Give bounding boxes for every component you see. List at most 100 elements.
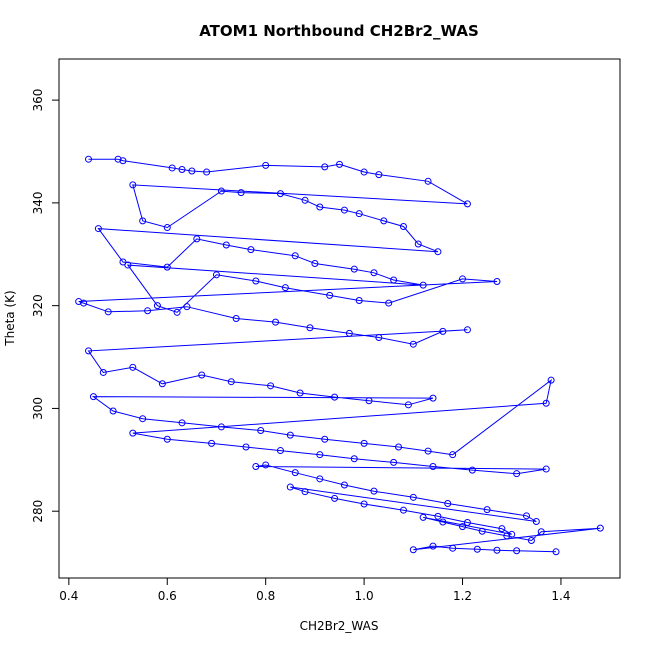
data-point <box>94 225 102 233</box>
data-point <box>316 451 324 459</box>
data-point <box>429 394 437 402</box>
data-point <box>493 546 501 554</box>
data-point <box>316 203 324 211</box>
data-point <box>523 512 530 520</box>
data-point <box>459 275 467 283</box>
data-point <box>336 160 343 168</box>
data-point <box>399 223 407 231</box>
data-point <box>513 547 521 555</box>
data-point <box>340 481 348 489</box>
data-point <box>301 196 309 204</box>
data-point <box>276 190 284 198</box>
data-point <box>114 155 122 163</box>
data-point <box>75 298 83 306</box>
data-point <box>276 447 284 455</box>
data-point <box>272 318 280 326</box>
data-point <box>463 326 471 334</box>
data-point <box>242 443 250 451</box>
data-point <box>365 397 373 405</box>
data-point <box>513 470 521 478</box>
data-point <box>178 419 186 427</box>
data-point <box>262 461 270 469</box>
data-point <box>542 399 550 407</box>
data-point <box>404 401 412 409</box>
data-point <box>217 187 225 195</box>
data-point <box>163 224 171 232</box>
data-point <box>483 506 491 514</box>
data-point <box>350 265 358 273</box>
data-point <box>503 532 511 540</box>
data-point <box>188 167 196 175</box>
data-point <box>109 407 117 415</box>
data-point <box>89 393 97 401</box>
data-point <box>385 299 393 307</box>
data-point <box>375 171 383 179</box>
data-point <box>208 439 216 447</box>
chart-title: ATOM1 Northbound CH2Br2_WAS <box>199 22 479 40</box>
x-axis: 0.4 0.6 0.8 1.0 1.2 1.4 <box>59 577 570 603</box>
data-point <box>419 281 427 289</box>
data-point <box>80 299 88 307</box>
data-point <box>222 241 230 249</box>
data-point <box>444 499 452 507</box>
data-point <box>409 546 417 554</box>
data-point <box>463 200 471 208</box>
data-point <box>434 248 442 256</box>
y-axis-label: Theta (K) <box>3 290 17 346</box>
data-point <box>508 530 516 538</box>
data-point <box>390 458 398 466</box>
y-tick-label: 320 <box>31 294 45 317</box>
data-point <box>463 519 471 527</box>
data-point <box>124 261 132 269</box>
data-point <box>252 277 260 285</box>
data-point <box>473 545 481 553</box>
data-point <box>449 451 457 459</box>
data-point <box>331 393 339 401</box>
data-point <box>478 527 486 535</box>
data-point <box>395 443 403 451</box>
data-point <box>355 210 363 218</box>
data-point <box>409 340 417 348</box>
x-tick-label: 0.6 <box>158 589 177 603</box>
data-point <box>424 447 432 455</box>
data-point <box>399 506 407 514</box>
data-point <box>527 536 535 544</box>
data-point <box>596 524 604 532</box>
data-point <box>429 542 437 550</box>
data-point <box>85 155 93 163</box>
data-point <box>419 513 427 521</box>
data-point <box>409 493 417 501</box>
data-point <box>129 181 137 189</box>
y-axis: 280 300 320 340 360 <box>31 89 60 523</box>
data-point <box>316 475 324 483</box>
data-point <box>139 415 147 423</box>
data-point <box>331 494 339 502</box>
data-point <box>345 329 353 337</box>
x-tick-label: 1.2 <box>453 589 472 603</box>
data-point <box>360 439 368 447</box>
data-point <box>158 380 166 388</box>
data-point <box>119 258 127 266</box>
data-point <box>360 168 368 176</box>
data-point <box>296 389 304 397</box>
data-point <box>252 462 260 470</box>
data-point <box>129 429 137 437</box>
data-point <box>193 235 201 243</box>
data-point <box>414 240 422 248</box>
data-series <box>75 155 604 556</box>
data-point <box>434 512 442 520</box>
x-tick-label: 1.4 <box>551 589 570 603</box>
data-point <box>360 500 368 508</box>
y-tick-label: 300 <box>31 397 45 420</box>
y-tick-label: 340 <box>31 191 45 214</box>
data-point <box>153 302 161 310</box>
data-point <box>163 263 171 271</box>
x-tick-label: 1.0 <box>355 589 374 603</box>
data-point <box>424 177 432 185</box>
data-point <box>183 303 191 311</box>
data-point <box>168 164 176 172</box>
data-point <box>178 165 186 173</box>
data-point <box>262 161 270 169</box>
data-point <box>198 371 206 379</box>
